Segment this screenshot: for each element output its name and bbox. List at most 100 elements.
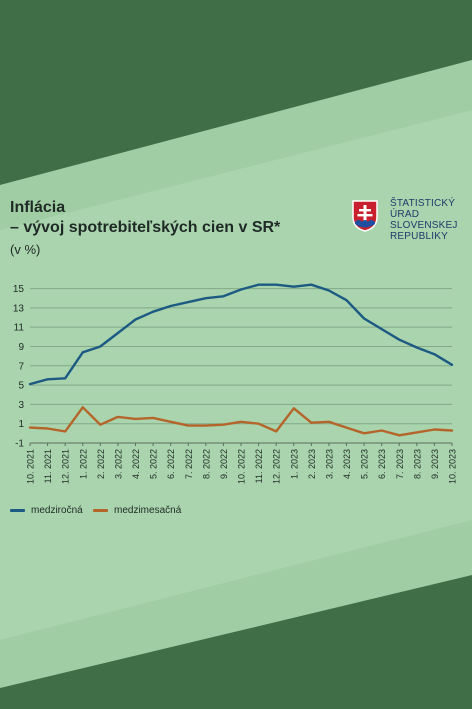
statistical-office-logo: ŠTATISTICKÝ ÚRAD SLOVENSKEJ REPUBLIKY (352, 198, 467, 248)
data-point (169, 420, 172, 423)
data-point (240, 288, 242, 291)
data-point (328, 289, 330, 292)
x-tick-label: 1. 2022 (78, 449, 88, 479)
logo-line-1: ŠTATISTICKÝ (390, 198, 456, 209)
legend-label-yoy: medziročná (31, 505, 83, 516)
data-point (81, 351, 84, 354)
data-point (187, 424, 190, 427)
x-tick-label: 3. 2023 (324, 449, 334, 479)
x-tick-label: 5. 2022 (149, 449, 159, 479)
data-point (205, 424, 207, 427)
data-point (292, 285, 295, 288)
data-point (380, 429, 383, 432)
x-tick-label: 10. 2021 (26, 449, 36, 484)
data-point (310, 283, 313, 286)
coat-of-arms-icon (352, 200, 378, 232)
data-point (433, 428, 436, 431)
y-tick-label: 7 (18, 361, 24, 372)
data-point (46, 427, 49, 430)
data-point (275, 430, 277, 433)
data-point (328, 420, 330, 423)
data-point (46, 378, 49, 381)
legend-item-yoy: medziročná (10, 505, 83, 516)
x-tick-label: 4. 2022 (131, 449, 141, 479)
x-tick-label: 10. 2023 (448, 449, 458, 484)
y-tick-label: 9 (18, 342, 24, 353)
data-point (240, 420, 242, 423)
legend-item-mom: medzimesačná (93, 505, 181, 516)
x-tick-label: 1. 2023 (289, 449, 299, 479)
data-point (81, 406, 84, 409)
x-tick-label: 5. 2023 (360, 449, 370, 479)
data-point (152, 417, 154, 419)
data-point (451, 429, 453, 432)
x-tick-label: 9. 2022 (219, 449, 229, 479)
series-lines (28, 283, 454, 437)
data-point (169, 305, 172, 307)
data-point (451, 364, 453, 366)
x-tick-label: 8. 2023 (412, 449, 422, 479)
unit-label: (v %) (10, 242, 41, 257)
y-tick-label: 15 (13, 284, 25, 295)
logo-line-2: ÚRAD (390, 209, 420, 220)
data-point (416, 431, 418, 434)
x-tick-label: 11. 2022 (254, 449, 264, 483)
data-point (99, 345, 102, 348)
legend-swatch-yoy (10, 508, 25, 512)
data-point (380, 328, 383, 330)
data-point (275, 283, 277, 286)
x-tick-label: 6. 2022 (166, 449, 176, 479)
x-tick-label: 6. 2023 (377, 449, 387, 479)
data-point (416, 346, 418, 349)
y-tick-label: 13 (13, 303, 25, 314)
x-tick-label: 11. 2021 (43, 449, 53, 483)
x-tick-label: 2. 2022 (96, 449, 106, 479)
x-axis: 10. 2021 11. 2021 12. 2021 1. 2022 2. 2022 3.… (26, 443, 458, 484)
data-point (222, 295, 225, 298)
data-point (29, 426, 31, 429)
x-tick-label: 4. 2023 (342, 449, 352, 479)
grid-lines (30, 288, 452, 444)
data-point (117, 332, 119, 334)
x-tick-label: 9. 2023 (430, 449, 440, 479)
x-tick-label: 2. 2023 (307, 449, 317, 479)
data-point (64, 377, 66, 380)
data-point (363, 432, 365, 435)
legend-label-mom: medzimesačná (114, 505, 182, 516)
y-tick-label: -1 (15, 439, 24, 450)
data-point (134, 318, 137, 321)
data-point (134, 418, 137, 420)
data-point (64, 430, 66, 433)
x-tick-label: 12. 2021 (61, 449, 71, 484)
x-tick-label: 7. 2022 (184, 449, 194, 479)
data-point (117, 416, 119, 418)
data-point (345, 426, 348, 429)
data-point (257, 422, 260, 425)
logo-line-4: REPUBLIKY (390, 231, 448, 242)
x-tick-label: 10. 2022 (237, 449, 247, 484)
data-point (398, 338, 401, 341)
x-tick-label: 3. 2022 (113, 449, 123, 479)
y-tick-label: 3 (18, 400, 24, 411)
legend-swatch-mom (93, 508, 108, 512)
data-point (398, 434, 401, 437)
data-point (205, 297, 207, 300)
data-point (187, 301, 190, 303)
data-point (310, 421, 313, 424)
y-tick-label: 1 (18, 419, 24, 430)
data-point (222, 423, 225, 426)
data-point (433, 353, 436, 356)
data-point (29, 383, 31, 385)
data-point (257, 283, 260, 286)
x-tick-label: 8. 2022 (201, 449, 211, 479)
data-point (363, 317, 365, 320)
series-line-yoy (28, 283, 454, 386)
x-tick-label: 12. 2022 (272, 449, 282, 484)
chart-title: Inflácia (10, 199, 66, 216)
logo-line-3: SLOVENSKEJ (390, 220, 458, 231)
y-tick-label: 5 (18, 381, 24, 392)
x-tick-label: 7. 2023 (395, 449, 405, 479)
chart-subtitle: – vývoj spotrebiteľských cien v SR* (10, 219, 281, 236)
